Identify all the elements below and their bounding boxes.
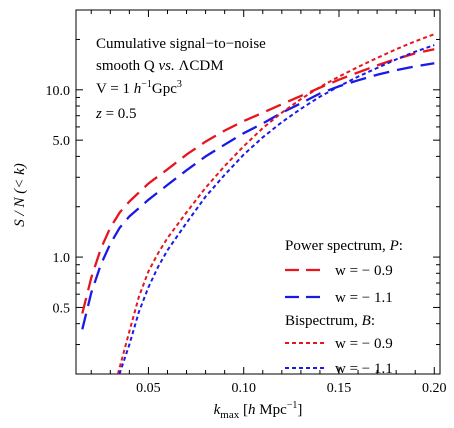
y-tick-label: 10.0 [46, 84, 71, 99]
legend-label-power-w09: w = − 0.9 [335, 263, 393, 279]
x-tick-label: 0.10 [231, 381, 256, 396]
legend-label-bi-w11: w = − 1.1 [335, 361, 393, 377]
x-axis-title: kmax [h Mpc−1] [214, 400, 303, 421]
annotation-title: Cumulative signal−to−noise [96, 36, 266, 52]
legend-group-power-title: Power spectrum, P: [285, 238, 403, 254]
legend-power-a: Power spectrum, [285, 238, 390, 254]
annotation-redshift: z = 0.5 [95, 106, 137, 122]
annotation-model: smooth Q vs. ΛCDM [96, 58, 224, 74]
annotation-model-c: ΛCDM [175, 58, 224, 74]
y-tick-label: 0.5 [53, 301, 71, 316]
x-title-unit: Mpc [255, 402, 287, 418]
x-title-sub: max [220, 409, 239, 421]
annotation-volume-a: V = 1 [96, 81, 134, 97]
series-line-power-w-0.9 [81, 48, 435, 314]
annotation-volume-unit: Gpc [152, 81, 177, 97]
y-axis-title: S / N (< k) [12, 163, 28, 226]
series-layer [81, 33, 435, 375]
series-line-power-w-1.1 [81, 62, 435, 330]
series-line-bispectrum-w-0.9 [116, 33, 435, 375]
annotation-redshift-val: = 0.5 [102, 106, 137, 122]
plot-frame [75, 9, 441, 375]
legend-bi-b: B [362, 313, 371, 329]
annotation-volume-exp: −1 [141, 79, 152, 90]
annotation-volume: V = 1 h−1Gpc3 [96, 79, 182, 97]
y-tick-label: 1.0 [53, 251, 71, 266]
axis-ticks: 0.05 0.10 0.15 0.20 0.5 1.0 5.0 10.0 [46, 9, 447, 396]
series-line-bispectrum-w-1.1 [118, 44, 435, 375]
x-tick-label: 0.15 [327, 381, 352, 396]
x-title-close: ] [297, 402, 302, 418]
x-title-exp: −1 [287, 400, 298, 411]
legend-label-bi-w09: w = − 0.9 [335, 336, 393, 352]
x-title-k: k [214, 402, 221, 418]
annotation-model-vs: vs. [159, 58, 175, 74]
legend-label-power-w11: w = − 1.1 [335, 290, 393, 306]
annotation-redshift-z: z [95, 106, 102, 122]
y-tick-label: 5.0 [53, 134, 71, 149]
x-tick-label: 0.05 [136, 381, 161, 396]
annotation-model-a: smooth Q [96, 58, 159, 74]
x-title-bracket: [ [239, 402, 248, 418]
annotation-volume-h: h [134, 81, 142, 97]
legend-bi-colon: : [371, 313, 375, 329]
legend-power-colon: : [399, 238, 403, 254]
annotation-volume-exp3: 3 [177, 79, 182, 90]
legend-bi-a: Bispectrum, [285, 313, 362, 329]
x-title-h: h [248, 402, 256, 418]
x-tick-label: 0.20 [422, 381, 447, 396]
legend-group-bispectrum-title: Bispectrum, B: [285, 313, 375, 329]
legend-power-p: P [389, 238, 399, 254]
legend: Power spectrum, P: w = − 0.9 w = − 1.1 B… [285, 238, 403, 377]
